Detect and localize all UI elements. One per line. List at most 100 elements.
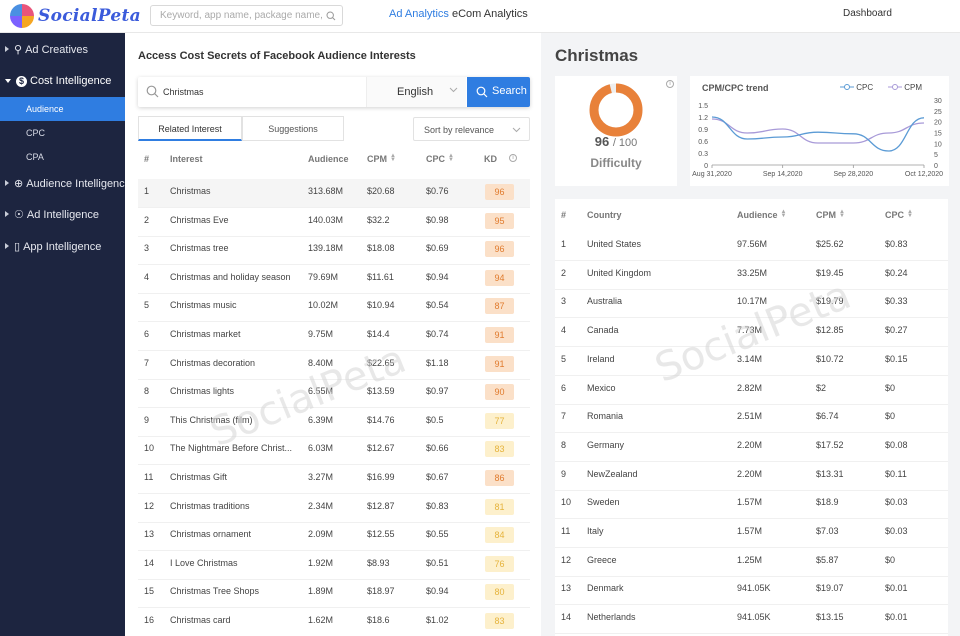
language-select[interactable]: English — [366, 77, 466, 107]
row-country: Australia — [587, 296, 623, 307]
table-row[interactable]: 3 Australia 10.17M $19.79 $0.33 — [555, 289, 948, 319]
table-row[interactable]: 10 Sweden 1.57M $18.9 $0.03 — [555, 490, 948, 520]
row-interest: Christmas ornament — [170, 529, 252, 540]
kd-badge: 94 — [485, 269, 514, 286]
row-interest: Christmas Tree Shops — [170, 586, 260, 597]
row-cpm: $13.15 — [816, 612, 844, 623]
row-audience: 1.92M — [308, 557, 334, 568]
tab-suggestions[interactable]: Suggestions — [242, 116, 344, 141]
table-row[interactable]: 1 United States 97.56M $25.62 $0.83 — [555, 232, 948, 261]
y-tick-right: 25 — [934, 109, 942, 116]
row-audience: 6.39M — [308, 414, 334, 425]
global-search-input[interactable]: Keyword, app name, package name, text c — [150, 5, 343, 26]
dashboard-link[interactable]: Dashboard — [843, 8, 892, 19]
table-row[interactable]: 3 Christmas tree 139.18M $18.08 $0.69 96 — [138, 236, 530, 266]
search-icon[interactable] — [326, 11, 336, 21]
table-row[interactable]: 11 Christmas Gift 3.27M $16.99 $0.67 86 — [138, 465, 530, 494]
table-row[interactable]: 12 Christmas traditions 2.34M $12.87 $0.83 81 — [138, 494, 530, 523]
sidebar-item-audience-intelligence[interactable]: ⊕ Audience Intelligence — [0, 172, 131, 196]
table-row[interactable]: 2 Christmas Eve 140.03M $32.2 $0.98 95 — [138, 208, 530, 237]
row-country: United States — [587, 239, 642, 249]
row-audience: 7.73M — [737, 325, 763, 336]
table-row[interactable]: 1 Christmas 313.68M $20.68 $0.76 96 — [138, 179, 530, 208]
row-cpm: $12.85 — [816, 325, 844, 336]
row-cpm: $10.94 — [367, 300, 395, 311]
row-cpm: $17.52 — [816, 439, 844, 450]
sidebar-sub-audience[interactable]: Audience — [0, 97, 125, 121]
row-cpc: $0.98 — [426, 214, 449, 225]
table-row[interactable]: 4 Canada 7.73M $12.85 $0.27 — [555, 318, 948, 348]
sidebar-item-cost-intelligence[interactable]: $ Cost Intelligence — [0, 69, 125, 93]
table-row[interactable]: 5 Ireland 3.14M $10.72 $0.15 — [555, 347, 948, 376]
legend-cpm[interactable]: CPM — [888, 83, 922, 92]
table-row[interactable]: 11 Italy 1.57M $7.03 $0.03 — [555, 519, 948, 548]
table-row[interactable]: 9 This Christmas (film) 6.39M $14.76 $0.5 77 — [138, 408, 530, 437]
row-index: 11 — [144, 472, 154, 482]
row-audience: 10.02M — [308, 300, 339, 311]
row-cpc: $0 — [885, 382, 896, 393]
sidebar-item-app-intelligence[interactable]: ▯ App Intelligence — [0, 235, 125, 259]
sidebar-sub-cpc[interactable]: CPC — [26, 128, 46, 138]
table-row[interactable]: 6 Mexico 2.82M $2 $0 — [555, 376, 948, 405]
logo-text: SocialPeta — [38, 6, 141, 26]
table-row[interactable]: 16 Christmas card 1.62M $18.6 $1.02 83 — [138, 608, 530, 636]
row-audience: 139.18M — [308, 243, 344, 254]
row-index: 4 — [144, 271, 150, 282]
row-index: 1 — [144, 186, 150, 196]
row-index: 14 — [561, 612, 572, 623]
info-icon[interactable]: i — [666, 80, 674, 88]
row-cpc: $0.54 — [426, 300, 449, 311]
col-header-cpc[interactable]: CPC ▲ ▼ — [885, 209, 913, 220]
table-row[interactable]: 7 Romania 2.51M $6.74 $0 — [555, 404, 948, 434]
kd-badge: 90 — [485, 384, 514, 401]
row-audience: 6.03M — [308, 443, 334, 454]
row-audience: 79.69M — [308, 271, 339, 282]
nav-ecom-analytics[interactable]: eCom Analytics — [452, 8, 528, 20]
table-row[interactable]: 13 Christmas ornament 2.09M $12.55 $0.55 84 — [138, 522, 530, 552]
table-row[interactable]: 6 Christmas market 9.75M $14.4 $0.74 91 — [138, 322, 530, 351]
table-row[interactable]: 13 Denmark 941.05K $19.07 $0.01 — [555, 576, 948, 606]
row-interest: Christmas card — [170, 615, 231, 625]
info-icon[interactable]: i — [509, 154, 517, 162]
row-audience: 2.20M — [737, 468, 763, 479]
y-tick-right: 10 — [934, 141, 942, 148]
row-country: Mexico — [587, 382, 616, 393]
row-audience: 941.05K — [737, 612, 771, 623]
col-header-cpm[interactable]: CPM ▲ ▼ — [367, 153, 396, 164]
table-row[interactable]: 2 United Kingdom 33.25M $19.45 $0.24 — [555, 261, 948, 290]
col-header-cpc[interactable]: CPC ▲ ▼ — [426, 153, 454, 164]
sidebar-item-ad-creatives[interactable]: ⚲ Ad Creatives — [0, 38, 125, 62]
table-row[interactable]: 5 Christmas music 10.02M $10.94 $0.54 87 — [138, 293, 530, 323]
x-tick-label: Aug 31,2020 — [692, 171, 732, 178]
row-cpm: $20.68 — [367, 186, 395, 196]
search-button[interactable]: Search — [467, 77, 530, 107]
col-header-cpm[interactable]: CPM ▲ ▼ — [816, 209, 845, 220]
row-cpc: $0.94 — [426, 586, 449, 597]
sidebar-item-ad-intelligence[interactable]: ☉ Ad Intelligence — [0, 203, 125, 227]
sort-select[interactable]: Sort by relevance — [413, 117, 530, 141]
table-row[interactable]: 14 Netherlands 941.05K $13.15 $0.01 — [555, 605, 948, 635]
table-row[interactable]: 14 I Love Christmas 1.92M $8.93 $0.51 76 — [138, 551, 530, 580]
tab-related-interest[interactable]: Related Interest — [138, 116, 242, 141]
interest-search-input[interactable]: Christmas — [163, 87, 204, 97]
legend-cpc[interactable]: CPC — [840, 83, 873, 92]
row-cpc: $0.03 — [885, 526, 908, 536]
row-cpm: $14.76 — [367, 414, 395, 425]
kd-badge: 80 — [485, 584, 514, 601]
table-row[interactable]: 8 Germany 2.20M $17.52 $0.08 — [555, 433, 948, 462]
row-cpm: $5.87 — [816, 554, 839, 565]
table-row[interactable]: 4 Christmas and holiday season 79.69M $11.6… — [138, 265, 530, 294]
table-row[interactable]: 7 Christmas decoration 8.40M $22.65 $1.18 91 — [138, 351, 530, 380]
table-row[interactable]: 10 The Nightmare Before Christ... 6.03M $12… — [138, 436, 530, 466]
table-row[interactable]: 15 Christmas Tree Shops 1.89M $18.97 $0.94 80 — [138, 579, 530, 609]
table-row[interactable]: 9 NewZealand 2.20M $13.31 $0.11 — [555, 462, 948, 491]
sidebar-sub-cpa[interactable]: CPA — [26, 152, 44, 162]
col-header-audience[interactable]: Audience ▲ ▼ — [737, 209, 787, 220]
nav-ad-analytics[interactable]: Ad Analytics — [389, 8, 449, 20]
page-title: Christmas — [555, 46, 639, 65]
table-row[interactable]: 12 Greece 1.25M $5.87 $0 — [555, 548, 948, 577]
table-row[interactable]: 8 Christmas lights 6.55M $13.59 $0.97 90 — [138, 379, 530, 409]
row-cpm: $11.61 — [367, 271, 394, 282]
y-tick-left: 1.5 — [698, 103, 708, 110]
logo[interactable]: SocialPeta — [10, 4, 141, 28]
